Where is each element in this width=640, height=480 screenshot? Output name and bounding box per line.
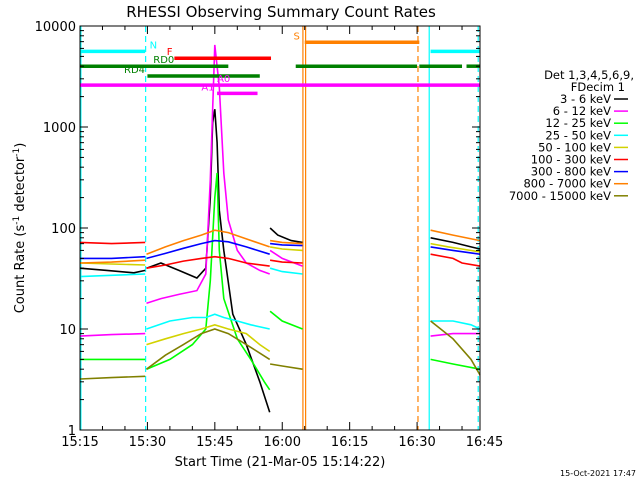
series-100-300-kev [79, 241, 481, 269]
x-tick-label: 16:45 [466, 435, 503, 450]
series-line [269, 227, 303, 244]
series-line [430, 237, 481, 250]
x-axis-label: Start Time (21-Mar-05 15:14:22) [175, 455, 386, 470]
series-25-50-kev [79, 267, 481, 330]
series-line [79, 273, 146, 278]
legend-label: 800 - 7000 keV [523, 177, 611, 191]
flag-label-a0: A0 [217, 74, 230, 85]
series-line [79, 259, 146, 264]
x-tick-label: 16:15 [331, 435, 368, 450]
flag-label-a1: A1 [201, 82, 214, 93]
legend-title-1: Det 1,3,4,5,6,9, [544, 68, 634, 82]
legend-label: 12 - 25 keV [545, 116, 611, 130]
legend-label: 100 - 300 keV [531, 153, 611, 167]
series-line [80, 255, 146, 260]
series-line [430, 253, 481, 267]
legend-label: 50 - 100 keV [538, 140, 611, 154]
series-line [79, 375, 146, 380]
series-line [146, 109, 271, 413]
series-line [146, 313, 270, 330]
series-line [269, 310, 303, 330]
series-line [430, 242, 481, 253]
y-axis-label: Count Rate (s-1 detector-1) [12, 143, 28, 314]
y-tick-label: 10000 [35, 20, 76, 35]
series-line [146, 172, 271, 391]
flag-label-n: N [150, 40, 157, 51]
series-50-100-kev [79, 242, 481, 353]
x-tick-label: 16:00 [264, 435, 301, 450]
x-tick-label: 15:30 [129, 435, 166, 450]
flag-label-s: S [293, 31, 299, 42]
legend-title-2: FDecim 1 [571, 80, 625, 94]
y-tick-label: 1 [68, 424, 76, 439]
series-line [430, 229, 481, 242]
series-line [430, 320, 481, 330]
x-tick-label: 15:45 [196, 435, 233, 450]
series-line [269, 363, 303, 370]
legend-label: 7000 - 15000 keV [509, 189, 611, 203]
series-line [269, 249, 303, 267]
series-300-800-kev [80, 239, 481, 260]
series-line [430, 246, 481, 255]
series-7000-15000-kev [79, 320, 481, 380]
series-line [79, 267, 146, 274]
axes: 15:15 15:30 15:45 16:00 16:15 16:30 16:45 1 10 10… [35, 20, 504, 450]
series-6-12-kev [79, 44, 480, 337]
series-line [79, 241, 146, 245]
flag-label-f: F [167, 47, 173, 58]
series-line [269, 267, 303, 275]
series-line [146, 255, 270, 269]
series-line [269, 259, 303, 264]
x-tick-label: 16:30 [398, 435, 435, 450]
legend-label: 300 - 800 keV [531, 165, 611, 179]
x-tick-label: 15:15 [61, 435, 98, 450]
series-line [430, 320, 481, 376]
series-lines [79, 44, 481, 413]
y-tick-label: 10 [59, 323, 76, 338]
series-line [430, 358, 481, 370]
date-stamp: 15-Oct-2021 17:47 [560, 469, 636, 478]
series-line [146, 229, 270, 255]
series-line [146, 328, 271, 370]
legend-label: 3 - 6 keV [560, 92, 611, 106]
legend-label: 6 - 12 keV [553, 104, 611, 118]
series-line [79, 332, 146, 337]
flag-label-rd0: RD0 [153, 55, 174, 66]
chart-title: RHESSI Observing Summary Count Rates [126, 3, 436, 21]
series-12-25-kev [80, 172, 481, 391]
series-line [269, 246, 303, 252]
series-800-7000-kev [79, 229, 481, 264]
series-line [146, 239, 270, 260]
flag-label-rd4: RD4 [124, 65, 145, 76]
series-line [146, 323, 271, 353]
series-line [270, 242, 303, 247]
series-line [269, 239, 303, 245]
y-tick-label: 1000 [43, 121, 76, 136]
series-line [430, 332, 480, 337]
legend-label: 25 - 50 keV [545, 128, 611, 142]
series-3-6-kev [79, 109, 481, 413]
y-tick-label: 100 [51, 222, 76, 237]
